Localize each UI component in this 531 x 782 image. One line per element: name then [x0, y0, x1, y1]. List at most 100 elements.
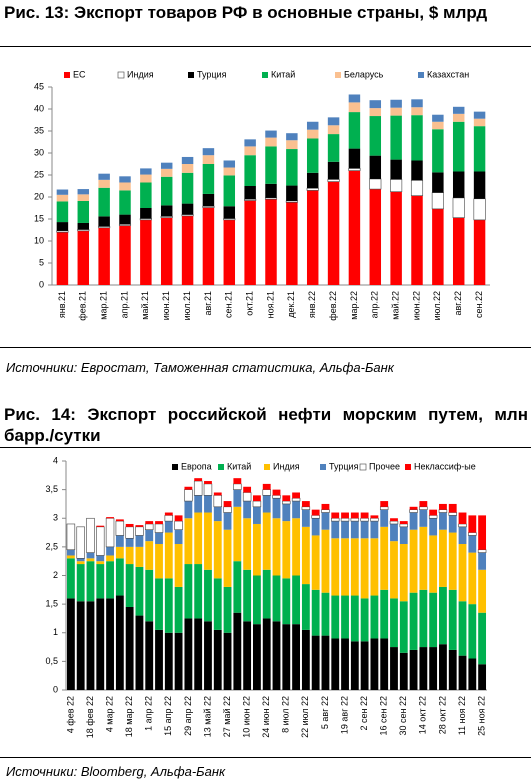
- x-tick-label: апр.22: [370, 291, 380, 318]
- bar-segment: [327, 125, 340, 135]
- bar-segment: [458, 523, 467, 528]
- bar-segment: [370, 595, 379, 639]
- bar-segment: [265, 137, 277, 147]
- bar-segment: [242, 492, 252, 502]
- x-tick-label: 11 ноя 22: [457, 696, 467, 735]
- x-tick-label: ноя.21: [265, 291, 275, 318]
- bar-segment: [265, 130, 277, 138]
- x-tick-label: мар.21: [99, 291, 109, 320]
- x-tick-label: июл.21: [182, 291, 192, 320]
- bar-segment: [327, 117, 340, 126]
- bar-segment: [438, 509, 448, 513]
- x-tick-label: 30 сен 22: [398, 696, 408, 736]
- bar-segment: [154, 523, 164, 533]
- bar-segment: [272, 621, 281, 690]
- legend-swatch: [418, 72, 424, 78]
- x-tick-label: янв.22: [307, 291, 317, 318]
- bar-segment: [311, 518, 320, 536]
- y-tick-label: 1: [53, 627, 58, 637]
- bar-segment: [369, 116, 382, 156]
- bar-segment: [369, 155, 382, 179]
- bar-segment: [98, 173, 110, 180]
- legend-swatch: [172, 464, 178, 470]
- bar-segment: [360, 517, 369, 522]
- bar-segment: [432, 121, 444, 130]
- bar-segment: [410, 179, 424, 196]
- bar-segment: [468, 552, 477, 605]
- bar-segment: [223, 586, 232, 633]
- bar-segment: [194, 564, 203, 619]
- bar-segment: [306, 121, 319, 130]
- x-tick-label: 16 сен 22: [379, 696, 389, 736]
- x-tick-label: 5 авг 22: [320, 696, 330, 729]
- bar-segment: [348, 102, 361, 113]
- bar-segment: [204, 512, 212, 570]
- bar-segment: [370, 638, 379, 690]
- bar-segment: [419, 506, 428, 510]
- bar-segment: [56, 232, 69, 285]
- x-tick-label: 19 авг 22: [339, 696, 349, 734]
- bar-segment: [98, 179, 110, 188]
- bar-segment: [348, 148, 361, 169]
- legend-label: Китай: [271, 69, 295, 79]
- bar-segment: [311, 635, 320, 690]
- bar-segment: [370, 538, 379, 596]
- y-tick-label: 0: [53, 684, 58, 694]
- bar-segment: [473, 171, 486, 199]
- bar-segment: [432, 114, 444, 122]
- bar-segment: [265, 183, 277, 198]
- bar-segment: [350, 517, 360, 522]
- bar-segment: [286, 202, 298, 285]
- bar-segment: [306, 138, 319, 173]
- y-tick-label: 5: [39, 257, 44, 267]
- bar-segment: [174, 586, 183, 633]
- bar-segment: [125, 606, 134, 690]
- bar-segment: [202, 207, 215, 285]
- bar-segment: [223, 219, 236, 285]
- legend-label: Беларусь: [344, 69, 384, 79]
- x-tick-label: 4 фев 22: [65, 696, 75, 733]
- bar-segment: [429, 509, 438, 516]
- bar-segment: [145, 569, 154, 622]
- bar-segment: [155, 578, 163, 630]
- bar-segment: [369, 100, 382, 109]
- bar-segment: [98, 226, 111, 229]
- bar-segment: [370, 515, 379, 519]
- bar-segment: [223, 218, 236, 221]
- y-tick-label: 2,5: [45, 541, 58, 551]
- y-tick-label: 30: [34, 147, 44, 157]
- bar-segment: [292, 492, 300, 499]
- x-tick-label: 27 май 22: [222, 696, 232, 737]
- bar-segment: [473, 219, 486, 285]
- bar-segment: [244, 139, 256, 147]
- bar-segment: [223, 206, 236, 219]
- bar-segment: [399, 526, 408, 545]
- bar-segment: [262, 489, 271, 496]
- bar-segment: [473, 126, 486, 172]
- bar-segment: [155, 521, 163, 524]
- y-tick-label: 4: [53, 455, 58, 465]
- bar-segment: [448, 503, 457, 513]
- bar-segment: [452, 106, 465, 114]
- figure-title: Рис. 13: Экспорт товаров РФ в основные с…: [4, 3, 488, 22]
- source-note: Источники: Евростат, Таможенная статисти…: [6, 360, 394, 375]
- bar-segment: [223, 160, 236, 168]
- bar-segment: [272, 489, 281, 496]
- legend-label: Неклассиф-ые: [414, 461, 476, 471]
- bar-segment: [223, 512, 232, 530]
- bar-segment: [468, 604, 477, 659]
- bar-segment: [452, 197, 465, 218]
- bar-segment: [174, 520, 183, 530]
- bar-segment: [76, 558, 85, 562]
- bar-segment: [115, 520, 125, 536]
- bar-segment: [390, 518, 398, 522]
- bar-segment: [360, 512, 369, 519]
- bar-segment: [272, 498, 281, 519]
- bar-segment: [390, 647, 398, 690]
- bar-segment: [233, 561, 242, 613]
- bar-segment: [96, 564, 105, 599]
- x-tick-label: 18 мар 22: [124, 696, 134, 737]
- bar-segment: [160, 216, 173, 218]
- bar-segment: [77, 200, 90, 223]
